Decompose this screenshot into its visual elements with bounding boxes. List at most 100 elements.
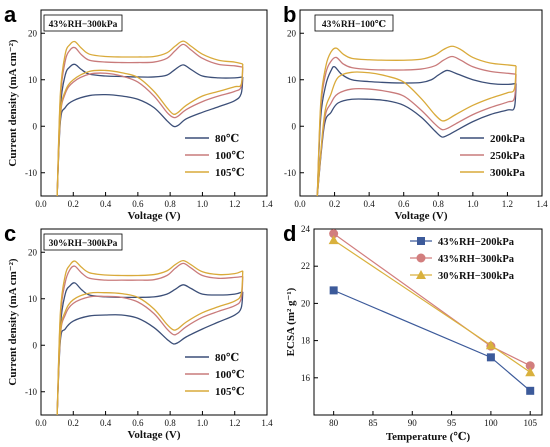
panel-d-xtick-label-5: 105 [523, 418, 537, 428]
panel-a-ylabel: Current density (mA cm⁻²) [7, 39, 19, 166]
panel-c-series-0-cathodic-line [56, 291, 244, 416]
panel-c-ylabel: Current density (mA cm⁻²) [7, 258, 19, 385]
panel-a-xlabel: Voltage (V) [127, 210, 180, 222]
panel-a-ytick-label-3: 20 [28, 28, 38, 38]
panel-c-series-2-cathodic-line [56, 270, 244, 416]
panel-d-xlabel: Temperature (℃) [386, 431, 471, 443]
panel-a-xtick-label-4: 0.8 [165, 199, 177, 209]
panel-a-xtick-label-3: 0.6 [132, 199, 144, 209]
panel-c-ytick-label-1: 0 [33, 340, 38, 350]
panel-c-xtick-label-4: 0.8 [165, 418, 177, 428]
panel-d-legend-label-0: 43%RH−200kPa [438, 237, 515, 248]
panel-a-legend-label-0: 80℃ [215, 133, 239, 145]
panel-d-curves [328, 229, 536, 395]
panel-d-ytick-label-2: 20 [301, 298, 311, 308]
panel-d-series-0-point-1 [486, 353, 495, 362]
panel-b-series-0-anodic-line [316, 65, 517, 197]
panel-c-xtick-label-6: 1.2 [229, 418, 240, 428]
panel-c-xtick-label-0: 0.0 [35, 418, 47, 428]
panel-d-series-1-point-0 [329, 229, 339, 239]
panel-a-series-1-anodic-line [56, 43, 243, 197]
panel-c-title: 30%RH−300kPa [49, 239, 118, 249]
panel-c-series-1-anodic-line [56, 262, 243, 416]
panel-b-cv-chart: 0.0 0.2 0.4 0.6 0.8 1.0 1.2 1.4 -10 0 10 20 43%RH−1… [284, 9, 548, 222]
panel-a-xtick-label-6: 1.2 [229, 199, 240, 209]
panel-a-series-1-cathodic-line [56, 67, 244, 197]
panel-a-xtick-label-1: 0.2 [68, 199, 79, 209]
panel-a-legend-label-2: 105℃ [215, 167, 245, 179]
panel-b-legend: 200kPa 250kPa 300kPa [460, 133, 525, 179]
panel-b-series-2-anodic-line [316, 45, 517, 197]
panel-c-ytick-label-2: 10 [28, 294, 38, 304]
panel-d-legend-marker-0 [417, 237, 425, 245]
panel-c-xlabel: Voltage (V) [127, 429, 180, 441]
panel-b-xtick-label-1: 0.2 [329, 199, 340, 209]
panel-a-legend-label-1: 100℃ [215, 150, 245, 162]
panel-b-legend-label-0: 200kPa [490, 133, 525, 145]
panel-b-curves [316, 45, 517, 197]
panel-a-legend: 80℃ 100℃ 105℃ [185, 133, 245, 179]
panel-a-xtick-label-2: 0.4 [100, 199, 112, 209]
panel-a-ytick-label-1: 0 [33, 121, 38, 131]
panel-d-series-2-point-0 [328, 235, 339, 245]
panel-c-legend: 80℃ 100℃ 105℃ [185, 352, 245, 398]
panel-a-series-0-cathodic-line [56, 76, 244, 197]
panel-b-xlabel: Voltage (V) [394, 210, 447, 222]
panel-letter-a: a [4, 2, 17, 27]
panel-c-curves [56, 259, 244, 416]
panel-b-ytick-label-2: 10 [287, 75, 297, 85]
panel-letter-c: c [4, 221, 16, 246]
panel-d-xtick-label-0: 80 [329, 418, 339, 428]
panel-letter-d: d [283, 221, 296, 246]
panel-d-frame [313, 228, 543, 416]
panel-b-series-2-cathodic-line [316, 65, 517, 197]
panel-d-ecsa-chart: 80 85 90 95 100 105 16 18 20 22 24 Temperature (℃)… [285, 224, 543, 443]
panel-c-xtick-label-1: 0.2 [68, 418, 79, 428]
panel-d-legend-label-1: 43%RH−300kPa [438, 254, 515, 265]
panel-d-xtick-label-3: 95 [447, 418, 457, 428]
panel-a-ytick-label-2: 10 [28, 75, 38, 85]
panel-a-series-2-cathodic-line [56, 63, 244, 197]
panel-c-ytick-label-0: -10 [25, 387, 37, 397]
panel-a-xtick-label-5: 1.0 [197, 199, 209, 209]
panel-d-xtick-label-4: 100 [484, 418, 498, 428]
panel-d-series-2-point-1 [485, 340, 496, 350]
panel-c-xtick-label-3: 0.6 [132, 418, 144, 428]
panel-d-legend-marker-2 [416, 270, 426, 279]
panel-d-series-0-point-0 [329, 286, 338, 295]
panel-b-axes: 0.0 0.2 0.4 0.6 0.8 1.0 1.2 1.4 -10 0 10 20 [284, 28, 548, 209]
panel-c-ytick-label-3: 20 [28, 247, 38, 257]
panel-d-xtick-label-2: 90 [408, 418, 418, 428]
panel-b-series-0-cathodic-line [316, 83, 517, 197]
panel-d-axes: 80 85 90 95 100 105 16 18 20 22 24 [301, 224, 537, 428]
panel-a-ytick-label-0: -10 [25, 168, 37, 178]
panel-b-xtick-label-7: 1.4 [536, 199, 548, 209]
panel-a-title: 43%RH−300kPa [49, 20, 118, 30]
panel-b-legend-label-2: 300kPa [490, 167, 525, 179]
panel-b-xtick-label-5: 1.0 [467, 199, 479, 209]
panel-b-ytick-label-0: -10 [284, 168, 296, 178]
panel-d-ytick-label-3: 22 [301, 261, 310, 271]
panel-c-axes: 0.0 0.2 0.4 0.6 0.8 1.0 1.2 1.4 -10 0 10 20 [25, 247, 273, 428]
panel-b-series-1-anodic-line [316, 55, 517, 197]
panel-c-frame [40, 228, 268, 416]
panel-c-xtick-label-7: 1.4 [261, 418, 273, 428]
panel-b-ytick-label-1: 0 [292, 121, 297, 131]
panel-d-series-2-point-2 [525, 367, 536, 377]
panel-d-legend-marker-1 [416, 253, 426, 263]
panel-c-cv-chart: 0.0 0.2 0.4 0.6 0.8 1.0 1.2 1.4 -10 0 10 20 30%RH−3… [7, 228, 273, 441]
panel-d-series-0-point-2 [526, 386, 535, 395]
panel-d-ytick-label-1: 18 [301, 336, 311, 346]
panel-b-frame [299, 9, 543, 197]
panel-c-legend-label-0: 80℃ [215, 352, 239, 364]
panel-a-axes: 0.0 0.2 0.4 0.6 0.8 1.0 1.2 1.4 -10 0 10 20 [25, 28, 273, 209]
panel-letter-b: b [283, 2, 296, 27]
panel-c-legend-label-1: 100℃ [215, 369, 245, 381]
panel-b-xtick-label-0: 0.0 [294, 199, 306, 209]
panel-b-legend-label-1: 250kPa [490, 150, 525, 162]
panel-d-series-1-point-2 [525, 361, 535, 371]
panel-d-ylabel: ECSA (m² g⁻¹) [285, 287, 297, 356]
panel-c-title-box [43, 233, 123, 251]
panel-c-xtick-label-5: 1.0 [197, 418, 209, 428]
